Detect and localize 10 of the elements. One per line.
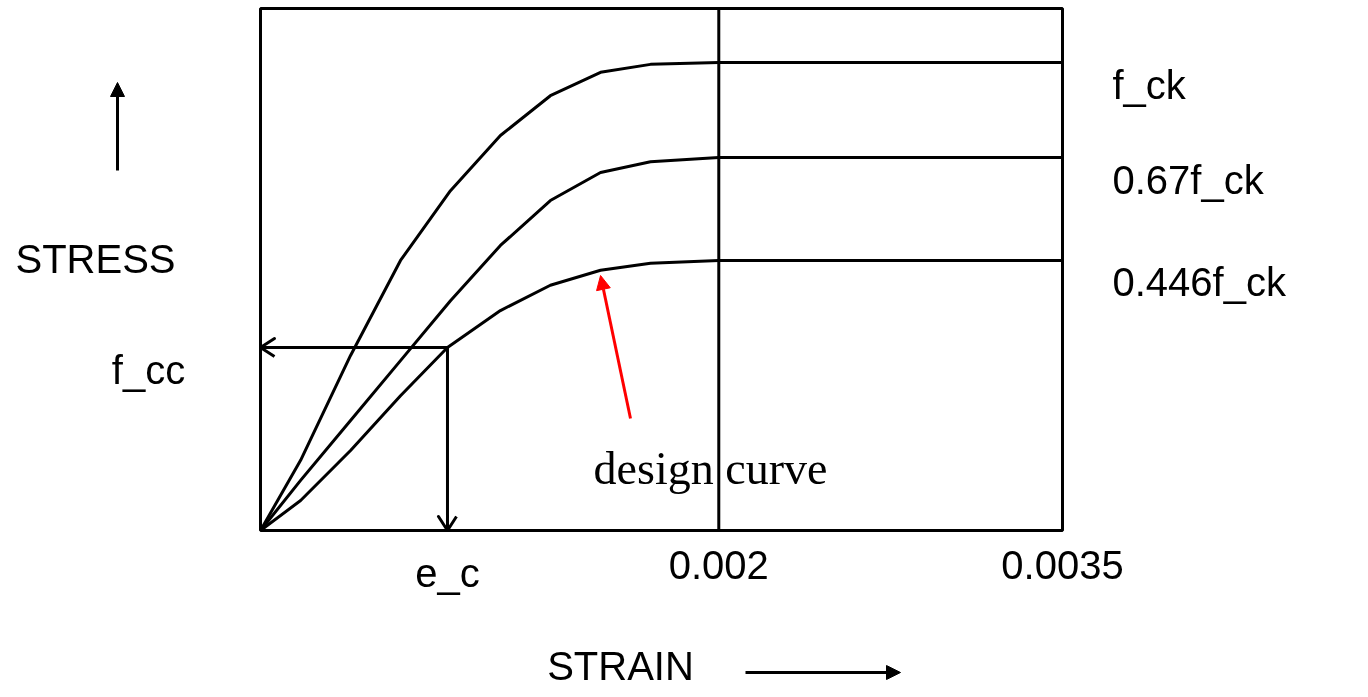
annotation: design curve [593, 443, 828, 494]
ref-line-label: f_cc [111, 347, 186, 392]
x-axis-title: STRAIN [547, 643, 694, 688]
x-tick-label: 0.002 [668, 542, 769, 587]
series-label: 0.446f_ck [1112, 260, 1287, 305]
ref-line-label: e_c [415, 550, 480, 595]
y-axis-title: STRESS [15, 236, 176, 281]
series-label: 0.67f_ck [1112, 157, 1265, 202]
series-label: f_ck [1112, 62, 1187, 107]
x-tick-label: 0.0035 [1001, 542, 1124, 587]
